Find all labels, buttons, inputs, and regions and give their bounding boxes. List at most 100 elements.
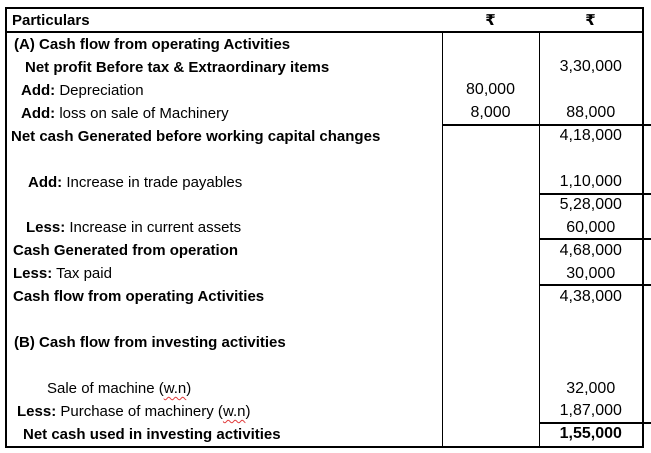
table-row: Net cash Generated before working capita… — [6, 124, 643, 148]
amount-col2-cell: 4,68,000 — [559, 241, 622, 259]
particulars-text: (A) Cash flow from operating Activities — [14, 35, 291, 53]
table-row: Cash Generated from operation 4,68,000 — [6, 239, 643, 263]
particulars-cell: Net profit Before tax & Extraordinary it… — [6, 55, 443, 79]
table-row: Add: Depreciation 80,000 — [6, 78, 643, 102]
amount-col1-cell — [442, 400, 540, 423]
amount-col2-cell — [539, 331, 643, 354]
amount-col1-cell: 8,000 — [442, 101, 540, 126]
header-rupee-col1: ₹ — [442, 8, 539, 33]
table-row: Net cash used in investing activities 1,5… — [6, 422, 643, 447]
subtotal-rule — [539, 238, 651, 241]
particulars-text: (B) Cash flow from investing activities — [14, 334, 286, 352]
amount-col2-cell — [539, 148, 643, 171]
table-row: Cash flow from operating Activities 4,38,… — [6, 285, 643, 309]
table-row: Less: Increase in current assets 60,000 — [6, 216, 651, 241]
amount-col2-cell: 1,55,000 — [559, 425, 622, 443]
table-row — [6, 308, 643, 332]
particulars-text: Net profit Before tax & Extraordinary it… — [25, 58, 330, 76]
particulars-cell: (B) Cash flow from investing activities — [6, 331, 443, 355]
amount-col1-cell — [442, 55, 540, 79]
amount-col2-cell — [539, 308, 643, 331]
particulars-cell: Net cash Generated before working capita… — [6, 124, 443, 148]
table-row: 5,28,000 — [6, 193, 643, 217]
particulars-cell — [6, 354, 443, 378]
table-row: Add: Increase in trade payables 1,10,000 — [6, 170, 651, 195]
amount-col2-cell — [539, 32, 643, 56]
particulars-text: ) — [245, 402, 251, 420]
table-row: Net profit Before tax & Extraordinary it… — [6, 55, 643, 79]
table-row — [6, 147, 643, 171]
particulars-cell — [6, 147, 443, 171]
particulars-text: Add: — [28, 173, 63, 191]
amount-col1-cell — [442, 331, 540, 355]
particulars-cell: Net cash used in investing activities — [6, 422, 443, 447]
amount-col1-cell — [442, 285, 540, 309]
table-body: (A) Cash flow from operating Activities N… — [6, 32, 651, 447]
amount-col2-cell: 4,38,000 — [559, 287, 622, 305]
amount-col2-cell — [539, 354, 643, 377]
amount-col2-cell — [539, 79, 643, 102]
particulars-cell: Add: Depreciation — [6, 78, 443, 102]
table-row: Less: Tax paid 30,000 — [6, 262, 651, 287]
header-particulars: Particulars — [6, 8, 442, 33]
particulars-cell — [6, 308, 443, 332]
particulars-text: Net cash Generated before working capita… — [11, 127, 381, 145]
particulars-text: Cash Generated from operation — [13, 242, 239, 260]
particulars-cell — [6, 193, 443, 217]
particulars-cell: Sale of machine (w.n) — [6, 377, 443, 400]
header-rupee-col2: ₹ — [539, 8, 643, 33]
particulars-cell: Cash flow from operating Activities — [6, 285, 443, 309]
particulars-text: Net cash used in investing activities — [23, 425, 281, 443]
subtotal-rule — [539, 123, 651, 126]
particulars-text: loss on sale of Machinery — [55, 104, 229, 122]
subtotal-rule — [539, 192, 651, 195]
particulars-text: Add: — [21, 81, 56, 99]
table-row: (B) Cash flow from investing activities — [6, 331, 643, 355]
amount-col1-cell — [442, 239, 540, 263]
misspelled-text: w.n — [163, 380, 187, 398]
subtotal-rule — [539, 421, 651, 424]
table-row: Add: loss on sale of Machinery 8,000 88,00… — [6, 101, 651, 126]
table-row — [6, 354, 643, 378]
particulars-text: Increase in current assets — [65, 219, 242, 237]
amount-col1-cell — [442, 216, 540, 240]
amount-col1-cell — [442, 377, 540, 400]
particulars-cell: Cash Generated from operation — [6, 239, 443, 263]
amount-col2-cell: 32,000 — [566, 379, 616, 397]
amount-col1-cell — [442, 422, 540, 447]
cash-flow-table: Particulars ₹ ₹ (A) Cash flow from opera… — [5, 7, 651, 448]
particulars-text: Less: — [13, 265, 53, 283]
header-row: Particulars ₹ ₹ — [6, 8, 643, 33]
particulars-text: Add: — [21, 104, 56, 122]
amount-col1-cell — [442, 124, 540, 148]
particulars-text: Less: — [17, 402, 57, 420]
particulars-cell: Less: Tax paid — [6, 262, 443, 286]
particulars-cell: Add: Increase in trade payables — [6, 170, 443, 194]
particulars-text: Depreciation — [55, 81, 144, 99]
amount-col1-cell: 80,000 — [442, 78, 540, 102]
amount-col2-cell: 4,18,000 — [559, 127, 622, 145]
particulars-cell: Less: Increase in current assets — [6, 216, 443, 240]
amount-col1-cell — [442, 170, 540, 194]
particulars-text: Purchase of machinery ( — [56, 402, 223, 420]
particulars-text: Tax paid — [52, 265, 112, 283]
table-row: (A) Cash flow from operating Activities — [6, 32, 643, 56]
amount-col1-cell — [442, 32, 540, 56]
amount-col2-cell: 30,000 — [539, 262, 651, 287]
particulars-text: ) — [186, 380, 192, 398]
amount-col2-cell: 1,87,000 — [539, 400, 651, 424]
amount-col1-cell — [442, 262, 540, 286]
amount-col2-cell: 5,28,000 — [559, 196, 622, 214]
amount-col1-cell — [442, 354, 540, 378]
amount-col1-cell — [442, 193, 540, 217]
amount-col2-cell: 3,30,000 — [559, 58, 622, 76]
particulars-text: Sale of machine ( — [47, 380, 164, 398]
amount-col1-cell — [442, 147, 540, 171]
particulars-text: Increase in trade payables — [62, 173, 243, 191]
particulars-cell: (A) Cash flow from operating Activities — [6, 32, 443, 56]
amount-col1-cell — [442, 308, 540, 332]
table-row: Less: Purchase of machinery (w.n) 1,87,00… — [6, 400, 651, 424]
amount-col2-cell: 1,10,000 — [539, 171, 651, 195]
amount-col2-cell: 88,000 — [539, 102, 651, 126]
